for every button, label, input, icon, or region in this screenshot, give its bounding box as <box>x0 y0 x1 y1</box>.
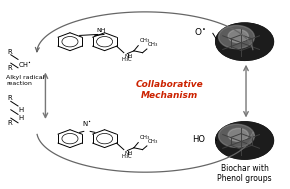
Circle shape <box>219 25 269 58</box>
Circle shape <box>226 30 260 52</box>
Circle shape <box>240 138 242 139</box>
Circle shape <box>237 37 246 43</box>
Circle shape <box>224 29 263 53</box>
Circle shape <box>231 132 254 147</box>
Text: CH$_3$: CH$_3$ <box>148 137 159 146</box>
Circle shape <box>233 35 251 46</box>
Text: N$^{\bullet}$: N$^{\bullet}$ <box>82 120 92 129</box>
Text: R: R <box>7 95 12 101</box>
Circle shape <box>223 127 264 153</box>
Circle shape <box>234 134 250 144</box>
Circle shape <box>227 129 260 150</box>
Circle shape <box>222 27 266 56</box>
Circle shape <box>218 123 270 157</box>
Circle shape <box>238 136 245 141</box>
Circle shape <box>223 28 264 54</box>
Circle shape <box>239 137 244 140</box>
Circle shape <box>235 36 249 44</box>
Text: H$_3$C: H$_3$C <box>121 152 133 161</box>
Circle shape <box>216 23 273 60</box>
Circle shape <box>233 34 252 46</box>
Circle shape <box>235 134 249 143</box>
Circle shape <box>229 130 257 149</box>
Circle shape <box>230 32 255 49</box>
Circle shape <box>218 24 271 59</box>
Text: CH$_3$: CH$_3$ <box>139 36 151 45</box>
Circle shape <box>240 39 242 40</box>
Text: NH: NH <box>124 54 133 59</box>
Text: CH$_3$: CH$_3$ <box>148 40 159 49</box>
Circle shape <box>238 37 245 42</box>
Circle shape <box>222 126 266 154</box>
Text: R: R <box>7 120 12 126</box>
Circle shape <box>240 137 243 140</box>
Text: CH$_3$: CH$_3$ <box>139 133 151 142</box>
Circle shape <box>220 26 268 57</box>
Circle shape <box>229 31 257 50</box>
Circle shape <box>217 24 272 60</box>
Circle shape <box>228 31 258 51</box>
Circle shape <box>233 133 252 145</box>
Circle shape <box>219 124 269 156</box>
Text: NH: NH <box>96 28 106 33</box>
Circle shape <box>239 38 244 42</box>
Circle shape <box>240 38 243 41</box>
Circle shape <box>225 128 262 151</box>
Circle shape <box>228 129 258 149</box>
Circle shape <box>216 122 273 159</box>
Circle shape <box>236 36 248 44</box>
Text: CH$^{\bullet}$: CH$^{\bullet}$ <box>18 60 32 70</box>
Circle shape <box>225 29 262 53</box>
Circle shape <box>221 125 267 155</box>
Circle shape <box>216 122 273 159</box>
Text: R: R <box>7 65 12 71</box>
Circle shape <box>234 35 250 45</box>
Circle shape <box>228 128 248 141</box>
Circle shape <box>218 25 270 58</box>
Text: Biochar with
Phenol groups: Biochar with Phenol groups <box>217 164 272 183</box>
Circle shape <box>222 27 265 55</box>
Circle shape <box>222 126 265 154</box>
Circle shape <box>233 133 251 145</box>
Circle shape <box>218 123 271 158</box>
Circle shape <box>230 131 255 147</box>
Text: HO: HO <box>193 135 206 144</box>
Text: Alkyl radical
reaction: Alkyl radical reaction <box>6 75 44 86</box>
Circle shape <box>232 33 253 47</box>
Text: H$_3$C: H$_3$C <box>121 55 133 64</box>
Circle shape <box>232 132 253 146</box>
Text: O$^{\bullet}$: O$^{\bullet}$ <box>193 26 206 37</box>
Circle shape <box>221 26 267 56</box>
Circle shape <box>219 26 254 49</box>
Circle shape <box>229 32 256 49</box>
Circle shape <box>228 30 248 43</box>
Circle shape <box>227 30 260 51</box>
Circle shape <box>236 135 248 143</box>
Circle shape <box>219 124 254 147</box>
Circle shape <box>220 125 268 156</box>
Text: R: R <box>7 49 12 55</box>
Text: H: H <box>18 115 23 121</box>
Circle shape <box>217 122 272 158</box>
Text: Collaborative
Mechanism: Collaborative Mechanism <box>136 81 203 100</box>
Circle shape <box>229 131 256 148</box>
Circle shape <box>231 33 254 48</box>
Circle shape <box>216 23 273 60</box>
Text: NH: NH <box>124 151 133 156</box>
Circle shape <box>226 128 260 151</box>
Text: H: H <box>18 107 23 113</box>
Circle shape <box>224 127 263 152</box>
Circle shape <box>237 136 246 142</box>
